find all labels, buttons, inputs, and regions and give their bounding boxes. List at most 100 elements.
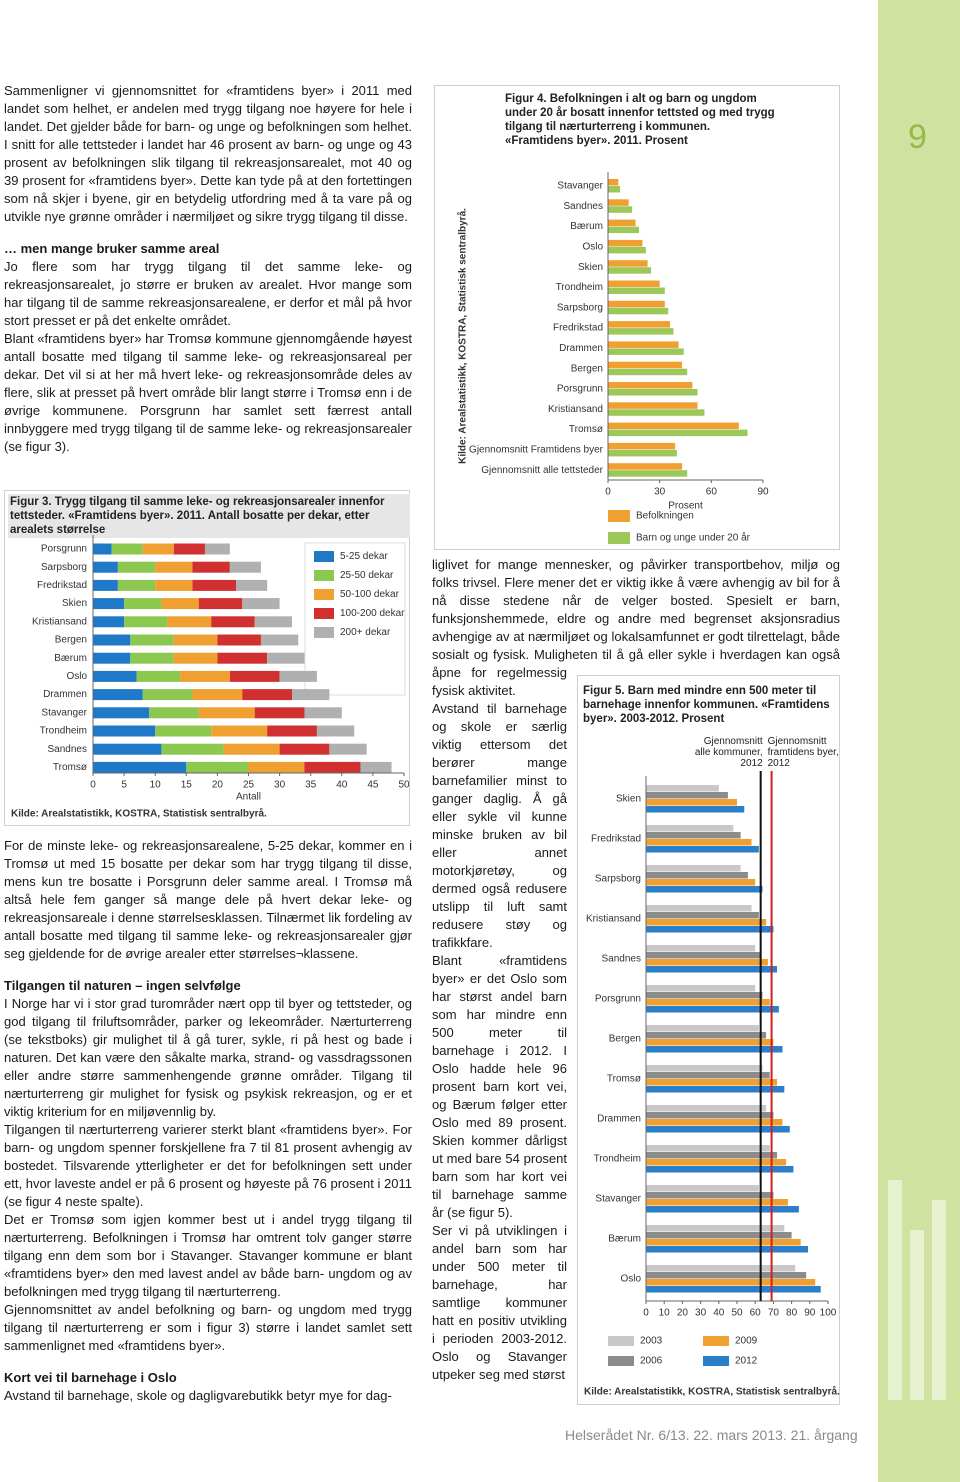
bar-segment bbox=[124, 598, 162, 610]
category-label: Trondheim bbox=[40, 726, 87, 737]
bar-segment bbox=[155, 561, 193, 573]
category-label: Drammen bbox=[43, 689, 87, 700]
bar-segment bbox=[267, 725, 317, 737]
bar bbox=[608, 449, 677, 457]
bar bbox=[646, 1025, 759, 1032]
bar bbox=[646, 1145, 770, 1152]
category-label: Oslo bbox=[582, 242, 603, 253]
category-label: Fredrikstad bbox=[591, 834, 641, 845]
chart: Skien Fredrikstad Sarpsborg Kristiansand San… bbox=[584, 771, 840, 1398]
legend-label: 2012 bbox=[735, 1356, 758, 1367]
bar-segment bbox=[142, 543, 174, 555]
legend-swatch bbox=[314, 570, 334, 581]
x-tick-label: 90 bbox=[757, 487, 769, 498]
bar bbox=[646, 999, 770, 1006]
x-tick-label: 20 bbox=[212, 780, 224, 791]
bar-segment bbox=[211, 616, 255, 628]
bar bbox=[646, 1272, 807, 1279]
bar bbox=[646, 1192, 774, 1199]
bar bbox=[646, 919, 767, 926]
bar bbox=[646, 1246, 808, 1253]
bar bbox=[646, 865, 741, 872]
bar-segment bbox=[192, 561, 230, 573]
decor bbox=[932, 1200, 946, 1400]
bar bbox=[608, 239, 643, 247]
bar-segment bbox=[279, 743, 330, 755]
x-tick-label: 40 bbox=[336, 780, 348, 791]
bar bbox=[646, 785, 719, 792]
decor bbox=[910, 1230, 924, 1400]
bar bbox=[608, 199, 629, 206]
paragraph: I Norge har vi i stor grad turområder næ… bbox=[4, 996, 412, 1119]
figure-title: Figur 5. Barn med mindre enn 500 meter t… bbox=[583, 685, 830, 725]
bar-segment bbox=[93, 561, 118, 573]
legend-label: 200+ dekar bbox=[340, 627, 391, 638]
bar bbox=[608, 280, 660, 287]
bar-segment bbox=[192, 689, 243, 701]
source-note: Kilde: Arealstatistikk, KOSTRA, Statisti… bbox=[457, 208, 469, 464]
x-tick-label: 0 bbox=[643, 1308, 649, 1319]
x-tick-label: 20 bbox=[677, 1308, 689, 1319]
bar bbox=[646, 1039, 774, 1046]
category-label: Sarpsborg bbox=[41, 562, 87, 573]
paragraph: Sammenligner vi gjennomsnittet for «fram… bbox=[4, 83, 412, 224]
bar bbox=[646, 879, 756, 886]
category-label: Skien bbox=[616, 794, 641, 805]
paragraph: Blant «framtidens byer» er det Oslo som … bbox=[432, 953, 567, 1220]
bar bbox=[608, 287, 665, 294]
x-tick-label: 30 bbox=[274, 780, 286, 791]
x-tick-label: 40 bbox=[713, 1308, 725, 1319]
bar-segment bbox=[204, 543, 230, 555]
bar-segment bbox=[304, 761, 361, 773]
bar bbox=[646, 1185, 759, 1192]
bar-segment bbox=[180, 670, 230, 682]
bar bbox=[646, 959, 768, 966]
bar bbox=[646, 966, 778, 973]
bar-segment bbox=[254, 616, 293, 628]
bar bbox=[646, 806, 745, 813]
x-tick-label: 30 bbox=[695, 1308, 707, 1319]
category-label: Tromsø bbox=[569, 424, 603, 435]
bar-segment bbox=[155, 725, 212, 737]
paragraph: For de minste leke- og rekreasjonsareale… bbox=[4, 838, 412, 961]
bar-segment bbox=[142, 689, 193, 701]
x-tick-label: 10 bbox=[659, 1308, 671, 1319]
bar-segment bbox=[242, 598, 280, 610]
bar-segment bbox=[93, 761, 187, 773]
bar-segment bbox=[229, 561, 261, 573]
bar-segment bbox=[198, 707, 255, 719]
category-label: Tromsø bbox=[53, 762, 87, 773]
bar bbox=[646, 1119, 783, 1126]
bar-segment bbox=[248, 761, 305, 773]
x-tick-label: 30 bbox=[654, 487, 666, 498]
reference-label: Gjennomsnitt alle kommuner, 2012 bbox=[694, 736, 763, 769]
bar bbox=[608, 348, 684, 355]
bar bbox=[608, 341, 679, 348]
category-label: Drammen bbox=[559, 343, 603, 354]
heading: Kort vei til barnehage i Oslo bbox=[4, 1370, 177, 1385]
x-tick-label: 0 bbox=[90, 780, 96, 791]
legend-swatch bbox=[608, 1356, 634, 1366]
bar-segment bbox=[304, 707, 342, 719]
category-label: Trondheim bbox=[594, 1154, 641, 1165]
bar bbox=[608, 179, 619, 186]
bar bbox=[608, 246, 646, 254]
category-label: Stavanger bbox=[557, 181, 603, 192]
bar bbox=[608, 389, 698, 396]
bar-segment bbox=[93, 670, 137, 682]
bar bbox=[646, 912, 759, 919]
bar bbox=[608, 186, 621, 193]
left-top-column: Sammenligner vi gjennomsnittet for «fram… bbox=[4, 82, 412, 456]
bar-segment bbox=[117, 561, 156, 573]
heading: Tilgangen til naturen – ingen selvfølge bbox=[4, 978, 241, 993]
bar-segment bbox=[198, 598, 243, 610]
bar bbox=[608, 206, 633, 213]
bar bbox=[646, 1239, 801, 1246]
paragraph: Avstand til barnehage og skole er særlig… bbox=[432, 701, 567, 950]
source-note: Kilde: Arealstatistikk, KOSTRA, Statisti… bbox=[11, 808, 267, 820]
bar-segment bbox=[217, 634, 261, 646]
bar bbox=[646, 985, 756, 992]
category-label: Oslo bbox=[620, 1274, 641, 1285]
chart: Stavanger Sandnes Bærum Oslo Skien Trondheim S… bbox=[457, 172, 769, 544]
bar bbox=[608, 226, 639, 234]
